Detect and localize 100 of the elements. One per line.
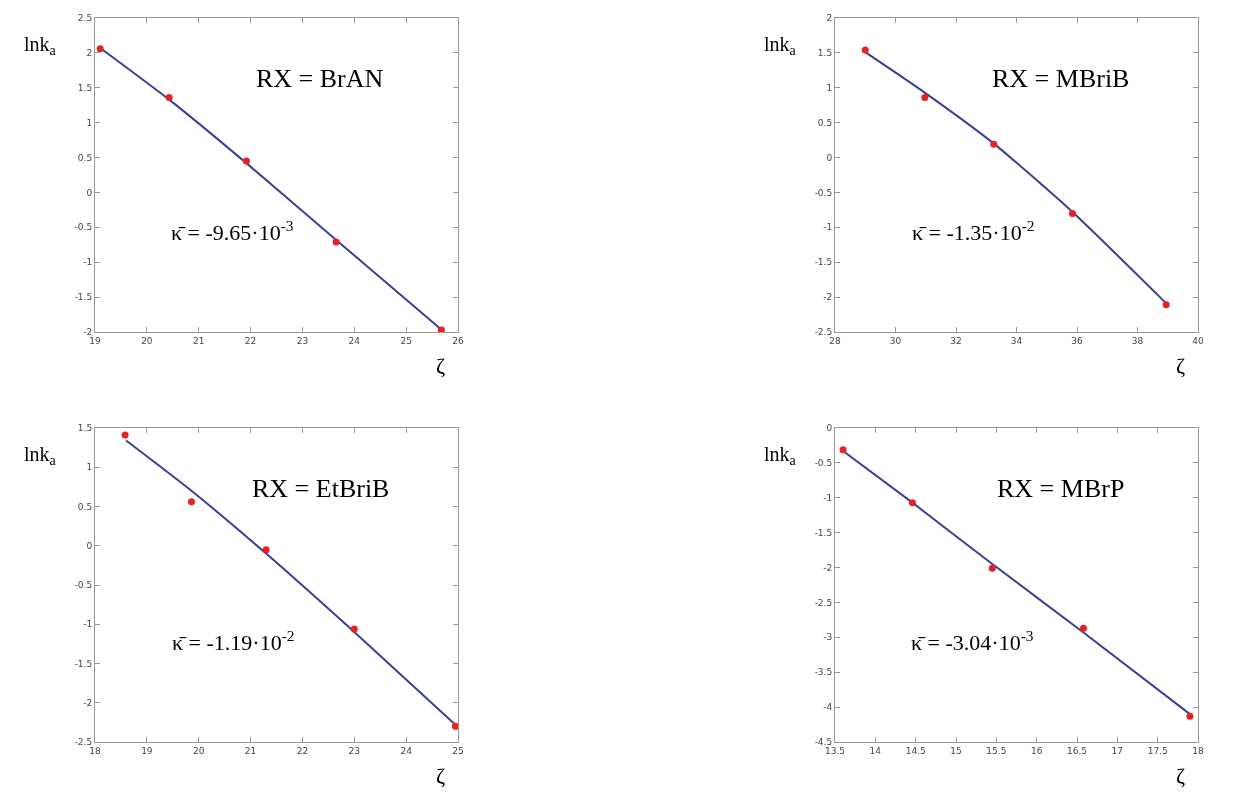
y-tick-label: -4 [823,702,833,713]
y-tick-label: -2.5 [814,597,833,608]
y-tick-label: 2 [826,13,833,24]
y-axis-title: lnk$_{a}$ [764,443,797,469]
point [908,499,916,507]
point [187,498,195,506]
y-tick-label: -1 [83,619,93,630]
y-tick-label: 1.5 [77,82,93,93]
x-tick-label: 34 [1010,335,1023,346]
y-tick-label: -1 [83,257,93,268]
y-tick-label: 1 [826,82,833,93]
y-tick-label: -2.5 [814,327,833,338]
x-tick-label: 24 [348,335,361,346]
y-tick-label: 0 [86,540,93,551]
x-tick-label: 19 [141,745,153,756]
x-tick-label: 23 [296,335,309,346]
y-tick-label: 1 [86,117,93,128]
x-tick-label: 20 [141,335,153,346]
point [988,564,996,572]
point [165,94,173,102]
x-tick-label: 21 [192,335,205,346]
y-tick-label: -4.5 [814,737,833,748]
x-axis-title: ζ [436,763,446,788]
x-tick-label: 28 [829,335,841,346]
point [350,625,358,633]
y-tick-label: -1.5 [74,292,93,303]
x-tick-label: 36 [1071,335,1083,346]
annotation: κ̄ = -3.04·10$^{-3}$ [911,627,1034,656]
x-tick-label: 18 [1192,745,1204,756]
x-tick-label: 13.5 [824,745,846,756]
x-tick-label: 15 [950,745,962,756]
x-tick-label: 22 [244,335,257,346]
y-tick-label: 1.5 [817,48,833,59]
annotation: RX = EtBriB [252,474,390,503]
y-tick-label: -2 [823,292,833,303]
point [1079,624,1087,632]
annotation: κ̄ = -9.65·10$^{-3}$ [171,217,294,246]
point [262,546,270,554]
y-tick-label: 0 [826,152,833,163]
point [242,157,250,165]
point [332,238,340,246]
annotation: RX = BrAN [256,64,384,93]
annotation: RX = MBrP [997,474,1125,503]
annotation: κ̄ = -1.35·10$^{-2}$ [912,217,1035,246]
y-tick-label: 1 [86,462,93,473]
annotation: κ̄ = -1.19·10$^{-2}$ [172,627,295,656]
x-axis-title: ζ [1176,763,1186,788]
y-axis-title: lnk$_{a}$ [24,443,57,469]
y-tick-label: -2 [83,327,93,338]
y-tick-label: 2.5 [77,13,93,24]
x-tick-label: 16.5 [1066,745,1088,756]
y-tick-label: -3 [823,632,833,643]
point [921,94,929,102]
y-tick-label: 0.5 [77,152,93,163]
x-tick-label: 19 [89,335,101,346]
y-tick-label: -0.5 [74,222,93,233]
x-tick-label: 18 [89,745,101,756]
y-tick-label: 0 [826,423,833,434]
x-tick-label: 40 [1192,335,1204,346]
y-tick-label: -0.5 [74,580,93,591]
point [121,431,129,439]
y-tick-label: 0 [86,187,93,198]
y-tick-label: 0.5 [77,501,93,512]
y-tick-label: -1.5 [814,527,833,538]
x-tick-label: 32 [950,335,962,346]
point [451,722,458,730]
y-tick-label: -3.5 [814,667,833,678]
y-tick-label: -2 [83,697,93,708]
y-tick-label: -2 [823,562,833,573]
y-tick-label: 0.5 [817,117,833,128]
point [861,46,869,54]
x-tick-label: 25 [452,745,464,756]
y-tick-label: -0.5 [814,458,833,469]
point [990,140,998,148]
x-tick-label: 24 [400,745,413,756]
x-tick-label: 30 [889,335,902,346]
y-tick-label: -1 [823,222,833,233]
y-tick-label: 1.5 [77,423,93,434]
x-tick-label: 16 [1030,745,1043,756]
x-tick-label: 23 [348,745,361,756]
x-tick-label: 17.5 [1147,745,1168,756]
x-axis-title: ζ [1176,353,1186,378]
y-tick-label: -1.5 [74,658,93,669]
y-axis-title: lnk$_{a}$ [764,33,797,59]
point [839,446,847,454]
y-tick-label: -0.5 [814,187,833,198]
y-tick-label: -2.5 [74,737,93,748]
point [96,45,104,53]
x-tick-label: 20 [192,745,205,756]
x-tick-label: 38 [1131,335,1144,346]
point [1186,712,1194,720]
x-tick-label: 14 [869,745,882,756]
x-tick-label: 14.5 [905,745,926,756]
x-tick-label: 25 [400,335,412,346]
x-tick-label: 15.5 [986,745,1007,756]
x-tick-label: 22 [296,745,309,756]
x-tick-label: 26 [452,335,464,346]
y-tick-label: -1.5 [814,257,833,268]
y-axis-title: lnk$_{a}$ [24,33,57,59]
x-tick-label: 21 [244,745,257,756]
